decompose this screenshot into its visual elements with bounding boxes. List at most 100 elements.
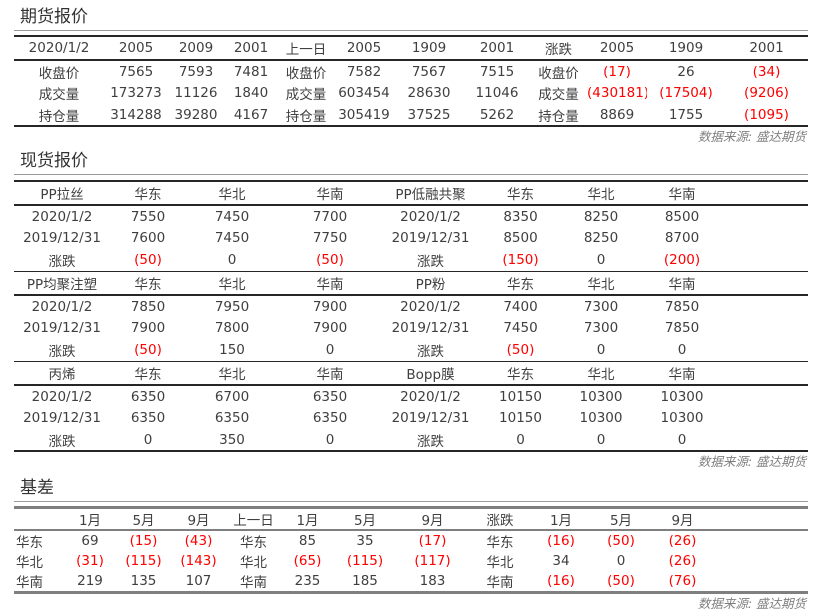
column-header-cell: 2005	[599, 40, 635, 56]
column-header-cell: 5月	[609, 513, 633, 529]
table-cell	[724, 317, 808, 339]
table-cell: 7567	[411, 63, 447, 80]
table-cell	[724, 429, 808, 451]
table-row: 华南 219 135 107 华南 235 185 183 华南 (16) (50) (76)	[14, 571, 808, 593]
table-cell: 11126	[174, 85, 218, 101]
table-cell: 成交量	[285, 87, 327, 103]
table-row: 持仓量 314288 39280 4167 持仓量 305419 37525 5262 持仓量 8…	[14, 104, 808, 126]
table-cell: 7593	[178, 63, 214, 80]
futures-section-title: 期货报价	[14, 6, 808, 31]
column-header-cell: 华北	[218, 366, 246, 383]
table-cell: 华北	[486, 555, 514, 571]
column-header-cell: PP拉丝	[40, 187, 84, 203]
column-header-cell: 5月	[132, 513, 155, 529]
table-cell: 7450	[214, 230, 250, 246]
table-cell: (16)	[547, 533, 575, 549]
table-cell: 6350	[214, 410, 250, 426]
column-header-cell: PP低融共聚	[395, 187, 466, 203]
table-cell: 7900	[312, 298, 348, 315]
table-cell: 69	[81, 533, 99, 549]
column-header-cell	[714, 508, 808, 531]
table-cell: 持仓量	[38, 108, 80, 125]
table-cell: 成交量	[38, 87, 80, 103]
table-cell: 350	[219, 431, 245, 448]
table-cell: 10300	[579, 410, 623, 426]
table-row: 华东 69 (15) (43) 华东 85 35 (17) 华东 (16) (50) (26)	[14, 530, 808, 551]
table-cell: (115)	[346, 553, 384, 569]
table-cell: 0	[325, 341, 335, 358]
table-cell: 6350	[312, 410, 348, 426]
table-cell: 7850	[664, 298, 700, 315]
table-cell: 0	[325, 431, 335, 448]
column-header-cell: 华南	[316, 276, 344, 293]
table-cell: 7750	[312, 230, 348, 246]
table-row: 2019/12/31 7600 7450 7750 2019/12/31 8500 8250…	[14, 227, 808, 249]
table-cell: 2020/1/2	[31, 208, 93, 225]
table-cell: (50)	[506, 341, 535, 358]
table-cell	[724, 339, 808, 361]
table-cell: 华东	[240, 535, 267, 551]
table-cell: 4167	[233, 106, 269, 123]
column-header-cell: 涨跌	[545, 42, 572, 58]
spot-section: 现货报价 PP拉丝 华东 华北 华南 PP低融共聚 华东 华北 华南 2020/1/2 7550 7…	[14, 150, 808, 469]
table-cell: 7900	[130, 320, 166, 336]
table-cell: 6350	[130, 410, 166, 426]
column-header-cell	[724, 361, 808, 385]
table-row: 2020/1/2 6350 6700 6350 2020/1/2 10150 10300 10…	[14, 385, 808, 407]
column-header-cell: 华东	[134, 276, 162, 293]
table-cell: 8350	[503, 208, 538, 225]
table-cell: 5262	[479, 106, 515, 123]
table-cell: 收盘价	[538, 65, 579, 82]
table-row: 收盘价 7565 7593 7481 收盘价 7582 7567 7515 收盘价 (17) 26 (…	[14, 60, 808, 82]
table-cell: 2019/12/31	[391, 320, 470, 336]
table-cell	[714, 530, 808, 551]
table-cell: 0	[677, 431, 687, 448]
table-row: 2019/12/31 7900 7800 7900 2019/12/31 7450 7300…	[14, 317, 808, 339]
table-cell: 28630	[407, 85, 451, 101]
spot-source-note: 数据来源: 盛达期货	[697, 454, 806, 469]
table-cell: 0	[143, 431, 153, 448]
column-header-cell: 华北	[587, 276, 615, 293]
table-cell: 10150	[499, 388, 542, 405]
column-header-cell: 1909	[668, 40, 704, 56]
table-cell: 2020/1/2	[400, 388, 461, 405]
column-header-cell: 2020/1/2	[28, 40, 90, 56]
table-header-row: 丙烯 华东 华北 华南 Bopp膜 华东 华北 华南	[14, 361, 808, 385]
column-header-cell: 华南	[668, 276, 696, 293]
table-cell: 7900	[312, 320, 348, 336]
table-row: 涨跌 (50) 150 0 涨跌 (50) 0 0	[14, 339, 808, 361]
table-cell: 7582	[346, 63, 382, 80]
table-cell: 2020/1/2	[400, 208, 461, 225]
column-header-cell: 9月	[671, 513, 694, 529]
table-cell: 6700	[214, 388, 250, 405]
table-cell: 华东	[16, 535, 43, 551]
column-header-cell	[724, 271, 808, 295]
table-cell: (34)	[752, 63, 781, 80]
column-header-cell: 华南	[668, 187, 696, 203]
futures-table: 2020/1/2 2005 2009 2001 上一日 2005 1909 2001 涨跌 200…	[14, 35, 808, 127]
table-cell: 1840	[233, 85, 269, 101]
table-cell: 7800	[214, 320, 250, 336]
table-cell	[724, 227, 808, 249]
table-cell: 1755	[668, 106, 704, 123]
table-cell: (16)	[547, 573, 575, 589]
table-header-row: 2020/1/2 2005 2009 2001 上一日 2005 1909 2001 涨跌 200…	[14, 36, 808, 60]
column-header-cell: Bopp膜	[406, 366, 455, 383]
table-cell: 173273	[110, 85, 162, 101]
table-cell: 219	[77, 573, 103, 589]
report-page: 期货报价 2020/1/2 2005 2009 2001 上一日 2005 1909 2001…	[14, 6, 808, 611]
column-header-cell: 2001	[749, 40, 784, 56]
table-header-row: PP均聚注塑 华东 华北 华南 PP粉 华东 华北 华南	[14, 271, 808, 295]
table-cell	[724, 385, 808, 407]
table-row: 华北 (31) (115) (143) 华北 (65) (115) (117) 华北 34 0 (26…	[14, 551, 808, 571]
column-header-cell: 华北	[587, 187, 615, 203]
column-header-cell: 2005	[346, 40, 382, 56]
column-header-cell: 2001	[233, 40, 269, 56]
table-row: 涨跌 (50) 0 (50) 涨跌 (150) 0 (200)	[14, 249, 808, 271]
column-header-cell	[724, 181, 808, 205]
column-header-cell: 华北	[587, 366, 615, 383]
table-cell	[714, 551, 808, 571]
basis-section-title: 基差	[14, 477, 808, 502]
table-cell: (17)	[603, 63, 631, 80]
table-cell: 2020/1/2	[31, 298, 93, 315]
